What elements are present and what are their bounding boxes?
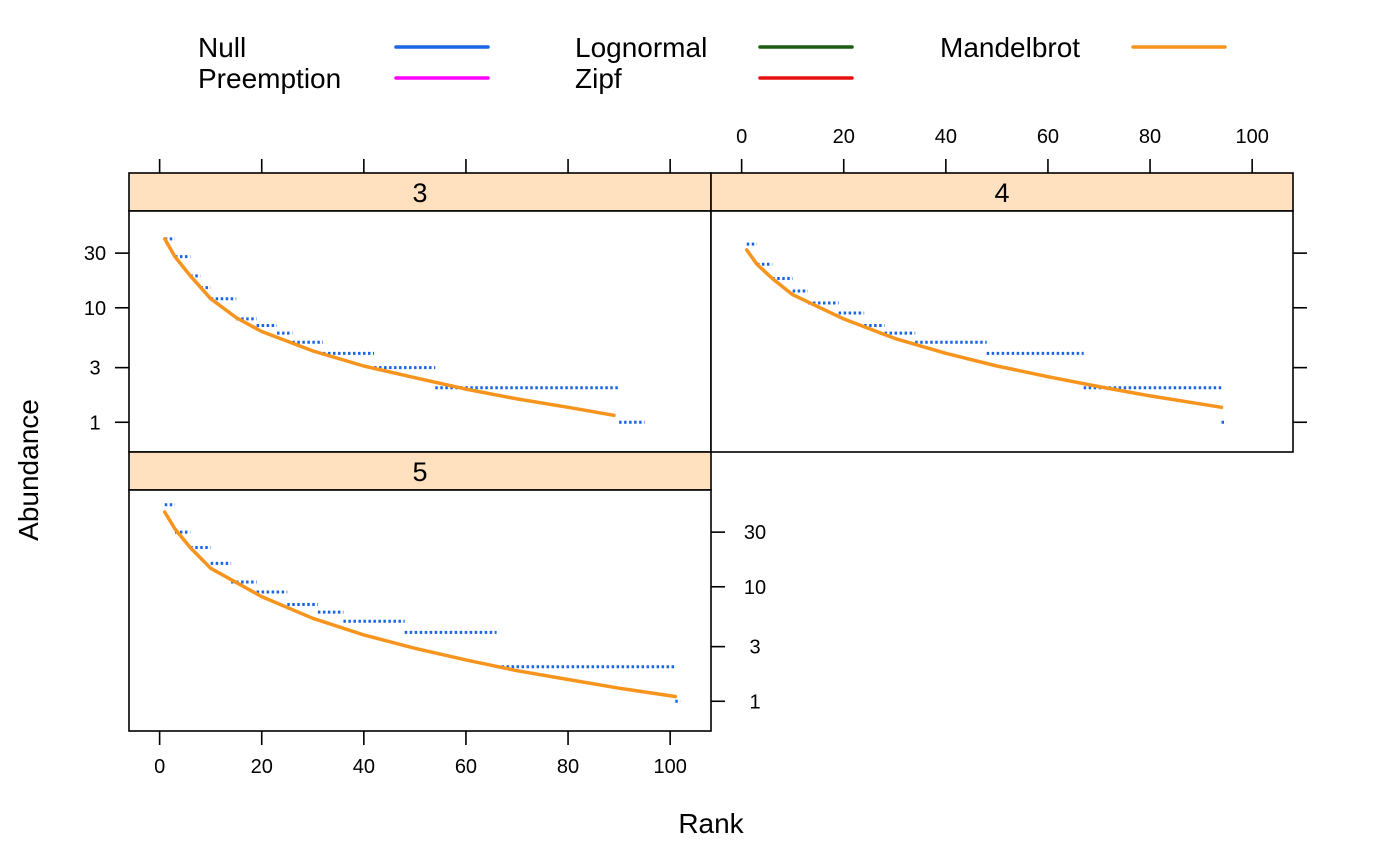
panel-frame-4: [710, 210, 1294, 453]
panel-plot-area-3: [129, 211, 711, 452]
mandelbrot-fit-line-3: [162, 237, 616, 418]
x-tick-label-top-0: 0: [736, 126, 747, 148]
mandelbrot-fit-line-5: [162, 510, 678, 699]
legend-label-preemption: Preemption: [198, 63, 341, 94]
y-tick-label-left-10: 10: [84, 298, 106, 320]
panel-plot-area-5: [129, 490, 711, 731]
panel-strip-4: [710, 172, 1294, 212]
x-tick-label-bottom-80: 80: [557, 756, 579, 778]
y-tick-label-right-3: 3: [749, 637, 760, 659]
y-tick-label-left-3: 3: [89, 358, 100, 380]
panel-plot-area-4: [711, 211, 1293, 452]
y-tick-label-right-30: 30: [744, 522, 766, 544]
panel-strip-label-5: 5: [412, 457, 427, 487]
x-tick-label-bottom-20: 20: [251, 756, 273, 778]
mandelbrot-fit-line-4: [744, 248, 1224, 410]
x-tick-label-bottom-0: 0: [154, 756, 165, 778]
observed-abundances-5: [164, 503, 681, 703]
panels: 3 4 5: [128, 172, 1294, 732]
x-tick-label-bottom-60: 60: [455, 756, 477, 778]
y-axis-title: Abundance: [13, 399, 44, 541]
y-tick-label-right-10: 10: [744, 577, 766, 599]
panel-5: 5: [128, 451, 712, 732]
y-tick-label-left-30: 30: [84, 243, 106, 265]
x-tick-label-top-100: 100: [1235, 126, 1268, 148]
x-tick-label-top-80: 80: [1139, 126, 1161, 148]
y-tick-label-left-1: 1: [89, 412, 100, 434]
x-tick-label-bottom-40: 40: [353, 756, 375, 778]
panel-strip-label-3: 3: [412, 178, 427, 208]
y-tick-label-right-1: 1: [749, 691, 760, 713]
legend-label-null: Null: [198, 32, 246, 63]
observed-abundances-4: [746, 242, 1227, 424]
x-axis-title: Rank: [678, 808, 744, 839]
x-tick-label-top-20: 20: [833, 126, 855, 148]
panel-strip-3: [128, 172, 712, 212]
legend-label-mandelbrot: Mandelbrot: [940, 32, 1080, 63]
panel-strip-label-4: 4: [994, 178, 1009, 208]
panel-4: 4: [710, 172, 1294, 453]
x-tick-label-bottom-100: 100: [653, 756, 686, 778]
x-tick-label-top-60: 60: [1037, 126, 1059, 148]
axes: 1 3 10 30 0 20 40 60 80 100 0 20 40 60 80 100 1 3 10 30: [84, 126, 1307, 778]
x-tick-label-top-40: 40: [935, 126, 957, 148]
panel-3: 3: [128, 172, 712, 453]
legend-label-zipf: Zipf: [575, 63, 622, 94]
panel-frame-5: [128, 489, 712, 732]
legend-label-lognormal: Lognormal: [575, 32, 707, 63]
